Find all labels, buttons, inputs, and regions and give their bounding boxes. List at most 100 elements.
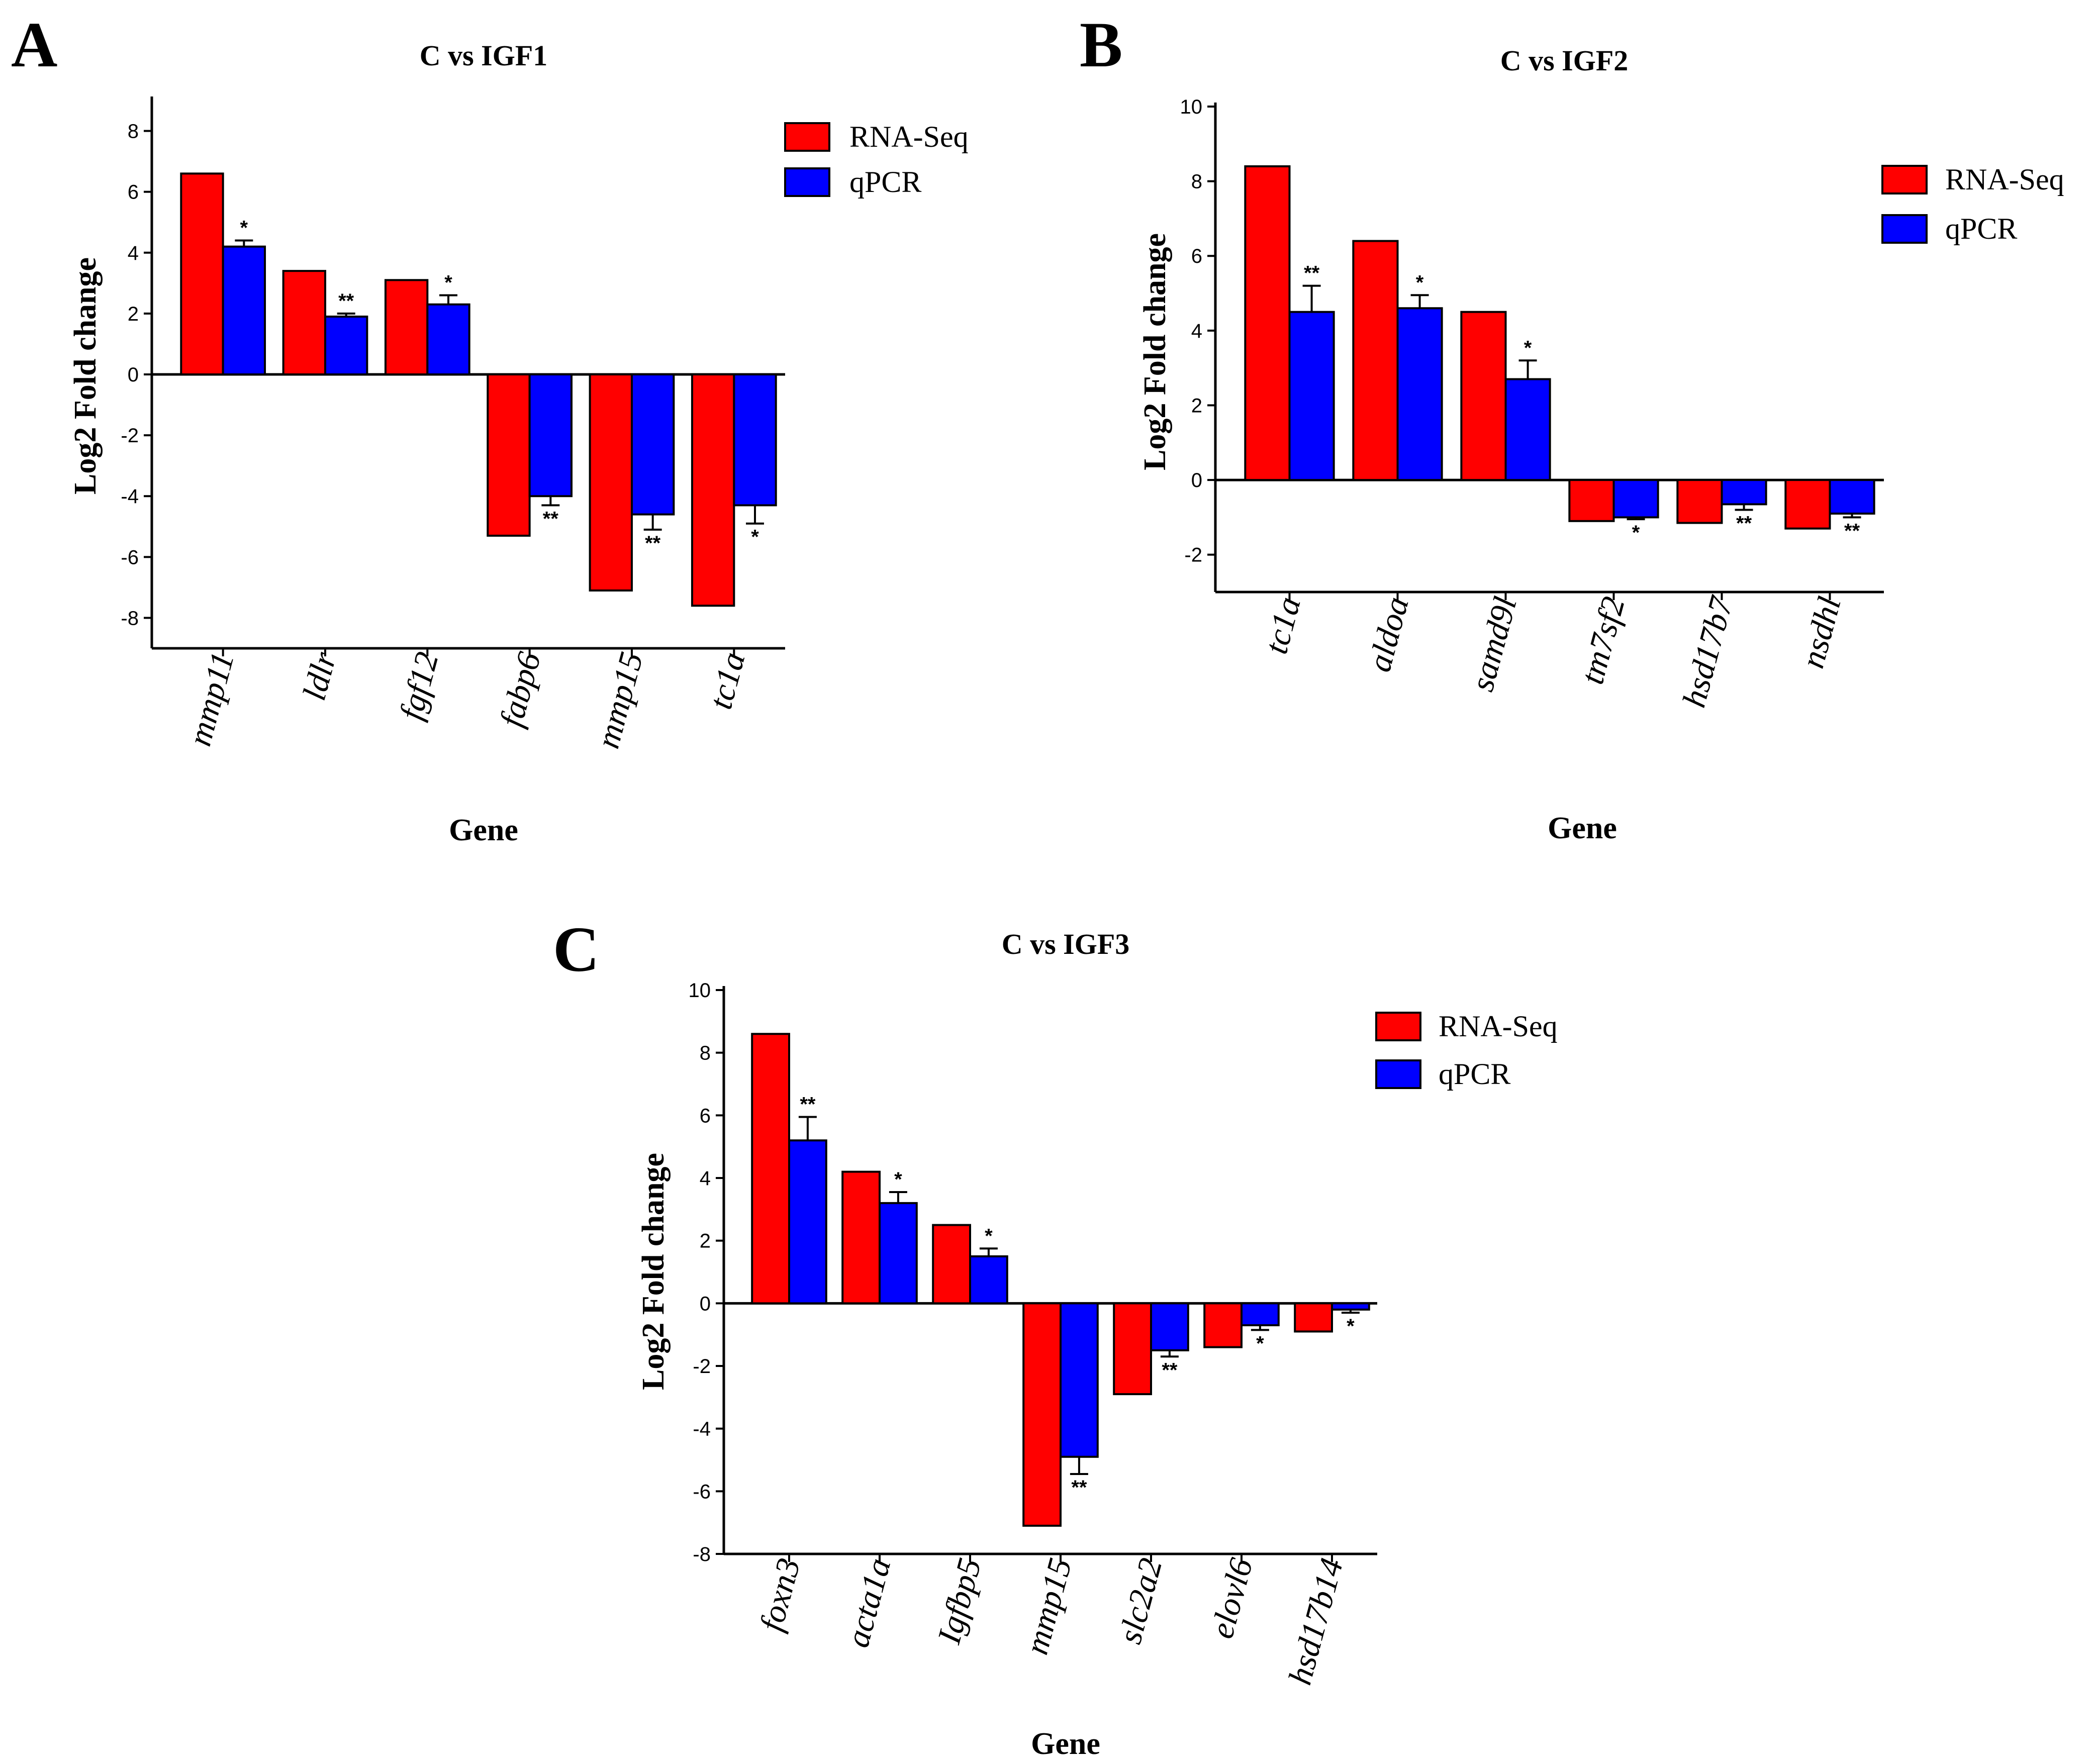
significance-mmp15: ** [645, 532, 661, 554]
category-label-hsd17b7: hsd17b7 [1676, 592, 1741, 711]
bar-qpcr-foxn3 [788, 1139, 827, 1305]
significance-acta1a: * [894, 1168, 902, 1191]
y-tick-label: -8 [693, 1543, 711, 1565]
bar-qpcr-hsd17b7 [1721, 479, 1767, 506]
bar-qpcr-fabp6 [528, 373, 573, 498]
y-tick-label: 6 [1191, 245, 1202, 267]
bar-qpcr-ldlr [324, 315, 368, 376]
significance-nsdhl: ** [1844, 520, 1860, 542]
significance-foxn3: ** [800, 1093, 816, 1115]
bar-rna-seq-hsd17b7 [1676, 479, 1723, 524]
category-label-acta1a: acta1a [839, 1554, 898, 1651]
category-label-samd9l: samd9l [1464, 593, 1524, 695]
legend-swatch-qpcr-b [1881, 214, 1928, 244]
panel-c: C C vs IGF3 Log2 Fold change Gene 10 8 6 4 2… [553, 914, 1558, 1761]
legend-b: RNA-Seq qPCR [1881, 163, 2064, 245]
bar-rna-seq-fgf12 [384, 279, 429, 375]
x-axis-label-c: Gene [1031, 1727, 1100, 1761]
category-label-slc2a2: slc2a2 [1111, 1554, 1169, 1647]
legend-a: RNA-Seq qPCR [784, 120, 969, 199]
bar-rna-seq-samd9l [1460, 311, 1507, 481]
bar-qpcr-nsdhl [1829, 479, 1875, 515]
bar-qpcr-elovl6 [1241, 1302, 1280, 1326]
category-label-aldoa: aldoa [1361, 593, 1416, 675]
y-tick-label: 2 [1191, 395, 1202, 417]
significance-hsd17b7: ** [1736, 513, 1752, 535]
bar-qpcr-mmp15 [631, 373, 675, 516]
y-tick-label: 8 [1191, 171, 1202, 193]
legend-label-qpcr-b: qPCR [1945, 212, 2017, 245]
legend-label-qpcr-a: qPCR [849, 165, 921, 199]
bar-qpcr-acta1a [879, 1202, 918, 1305]
bar-qpcr-tc1a [1288, 311, 1335, 481]
bar-qpcr-tm7sf2 [1612, 479, 1659, 519]
y-tick-label: 10 [1180, 96, 1203, 118]
legend-label-qpcr-c: qPCR [1439, 1057, 1510, 1091]
bar-qpcr-Igfbp5 [969, 1255, 1008, 1305]
significance-Igfbp5: * [985, 1225, 993, 1247]
significance-aldoa: * [1416, 271, 1424, 293]
bar-rna-seq-mmp15 [589, 373, 633, 592]
bar-rna-seq-mmp15 [1022, 1302, 1062, 1527]
chart-title-a: C vs IGF1 [420, 39, 548, 72]
y-tick-label: 8 [700, 1042, 711, 1064]
legend-label-rna-seq-a: RNA-Seq [849, 120, 969, 153]
bar-rna-seq-Igfbp5 [932, 1224, 971, 1305]
significance-elovl6: * [1256, 1332, 1264, 1354]
y-tick-label: -6 [693, 1481, 711, 1503]
bar-rna-seq-aldoa [1352, 240, 1399, 481]
category-label-ldlr: ldlr [296, 648, 343, 704]
bar-qpcr-mmp15 [1060, 1302, 1099, 1458]
y-tick-label: 6 [700, 1105, 711, 1127]
y-tick-label: -2 [693, 1355, 711, 1378]
bar-rna-seq-acta1a [841, 1170, 881, 1305]
y-tick-label: -4 [121, 485, 139, 508]
legend-label-rna-seq-b: RNA-Seq [1945, 163, 2064, 196]
significance-samd9l: * [1524, 337, 1532, 359]
y-tick-label: -2 [121, 425, 139, 447]
y-tick-label: 2 [128, 303, 139, 325]
significance-slc2a2: ** [1162, 1359, 1178, 1381]
y-tick-label: 2 [700, 1230, 711, 1252]
bar-rna-seq-tm7sf2 [1568, 479, 1615, 522]
significance-tc1a: ** [1304, 262, 1320, 284]
category-label-mmp15: mmp15 [590, 648, 650, 752]
significance-hsd17b14: * [1347, 1315, 1355, 1337]
bar-rna-seq-hsd17b14 [1294, 1302, 1333, 1333]
y-tick-label: 0 [128, 364, 139, 386]
category-label-fabp6: fabp6 [493, 648, 548, 731]
y-axis-label-c: Log2 Fold change [636, 1153, 671, 1390]
legend-swatch-rna-seq-c [1375, 1012, 1421, 1041]
legend-swatch-rna-seq-a [784, 122, 830, 152]
y-tick-label: 0 [1191, 469, 1202, 492]
category-label-foxn3: foxn3 [753, 1554, 807, 1635]
y-tick-label: 6 [128, 181, 139, 204]
significance-ldlr: ** [338, 290, 354, 312]
bar-rna-seq-elovl6 [1203, 1302, 1243, 1348]
y-tick-label: 4 [700, 1167, 711, 1190]
bar-qpcr-hsd17b14 [1331, 1302, 1370, 1311]
bar-rna-seq-ldlr [282, 270, 327, 375]
y-tick-label: 4 [128, 242, 139, 264]
legend-swatch-rna-seq-b [1881, 165, 1928, 194]
category-label-fgf12: fgf12 [393, 648, 446, 724]
significance-fgf12: * [444, 272, 452, 294]
chart-body-b: 10 8 6 4 2 0 -2 ** tc1a * aldoa * samd9l * tm7sf2 ** hsd… [1180, 96, 1884, 711]
bar-qpcr-mmp11 [222, 245, 266, 375]
legend-c: RNA-Seq qPCR [1375, 1010, 1558, 1091]
category-label-tc1a: tc1a [1258, 593, 1308, 658]
legend-label-rna-seq-c: RNA-Seq [1439, 1010, 1558, 1043]
bar-rna-seq-tc1a [691, 373, 735, 607]
bar-qpcr-samd9l [1504, 378, 1551, 481]
y-tick-label: 4 [1191, 320, 1202, 342]
category-label-nsdhl: nsdhl [1794, 593, 1848, 672]
category-label-hsd17b14: hsd17b14 [1282, 1554, 1351, 1689]
y-tick-label: 8 [128, 121, 139, 143]
category-label-mmp11: mmp11 [181, 648, 242, 750]
category-label-Igfbp5: Igfbp5 [930, 1554, 988, 1648]
y-tick-label: -8 [121, 607, 139, 629]
bar-qpcr-aldoa [1396, 307, 1443, 481]
panel-letter-a: A [11, 9, 57, 80]
x-axis-label-b: Gene [1548, 811, 1617, 845]
